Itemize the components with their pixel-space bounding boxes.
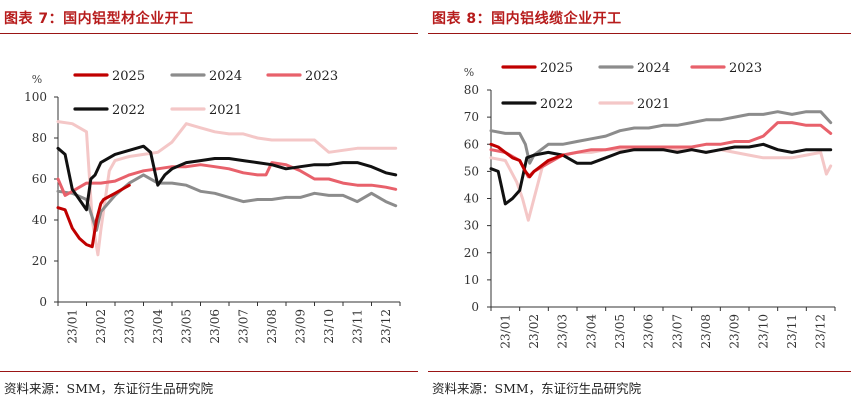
y-tick-label: 20 bbox=[32, 254, 47, 268]
legend-label-2022: 2022 bbox=[540, 97, 573, 112]
series-line-2025 bbox=[489, 142, 565, 179]
series-line-2023 bbox=[56, 161, 398, 197]
x-tick-label: 23/10 bbox=[322, 309, 336, 344]
series-line-2025 bbox=[56, 183, 131, 249]
y-tick-label: 60 bbox=[464, 137, 479, 151]
series-line-2021 bbox=[56, 120, 398, 257]
title-rule bbox=[0, 33, 418, 34]
x-tick-label: 23/06 bbox=[642, 314, 656, 349]
x-tick-label: 23/04 bbox=[584, 314, 598, 349]
y-tick-label: 40 bbox=[464, 192, 479, 206]
legend-label-2022: 2022 bbox=[112, 103, 145, 118]
legend-label-2021: 2021 bbox=[637, 97, 670, 112]
x-tick-label: 23/02 bbox=[94, 309, 108, 344]
x-tick-label: 23/06 bbox=[208, 309, 222, 344]
x-tick-label: 23/11 bbox=[785, 314, 799, 349]
source-rule bbox=[428, 371, 851, 372]
title-rule bbox=[428, 33, 851, 34]
series-line-2024 bbox=[489, 110, 833, 165]
y-tick-label: 0 bbox=[39, 295, 47, 309]
figure-title: 图表 7：国内铝型材企业开工 bbox=[4, 11, 194, 27]
source-note: 资料来源：SMM，东证衍生品研究院 bbox=[4, 381, 214, 396]
x-tick-label: 23/05 bbox=[613, 314, 627, 349]
x-tick-label: 23/07 bbox=[236, 309, 250, 344]
y-tick-label: 10 bbox=[464, 273, 479, 287]
series-line-2024 bbox=[56, 173, 398, 232]
series-line-2022 bbox=[489, 142, 833, 206]
x-tick-label: 23/01 bbox=[498, 314, 512, 349]
y-tick-label: 80 bbox=[32, 131, 47, 145]
x-tick-label: 23/01 bbox=[65, 309, 79, 344]
x-tick-label: 23/03 bbox=[556, 314, 570, 349]
legend-label-2024: 2024 bbox=[637, 61, 670, 76]
x-tick-label: 23/09 bbox=[293, 309, 307, 344]
series-line-2022 bbox=[56, 144, 398, 212]
x-tick-label: 23/11 bbox=[350, 309, 364, 344]
x-tick-label: 23/05 bbox=[179, 309, 193, 344]
legend-label-2023: 2023 bbox=[729, 61, 762, 76]
y-tick-label: 80 bbox=[464, 83, 479, 97]
legend-label-2021: 2021 bbox=[209, 103, 242, 118]
y-tick-label: 100 bbox=[24, 90, 47, 104]
legend-label-2025: 2025 bbox=[112, 69, 145, 84]
y-axis-unit: % bbox=[464, 66, 474, 79]
source-note: 资料来源：SMM，东证衍生品研究院 bbox=[432, 381, 642, 396]
source-rule bbox=[0, 371, 418, 372]
figure-aluminum-cable: 图表 8：国内铝线缆企业开工 % 0 10 20 30 40 50 60 70 80 23/01 23… bbox=[428, 0, 851, 405]
y-tick-label: 40 bbox=[32, 213, 47, 227]
legend-label-2023: 2023 bbox=[305, 69, 338, 84]
y-axis-unit: % bbox=[32, 73, 42, 86]
x-tick-label: 23/04 bbox=[151, 309, 165, 344]
legend-label-2025: 2025 bbox=[540, 61, 573, 76]
x-tick-label: 23/07 bbox=[670, 314, 684, 349]
y-tick-label: 50 bbox=[464, 164, 479, 178]
x-tick-label: 23/12 bbox=[379, 309, 393, 344]
series-line-2021 bbox=[489, 145, 833, 222]
y-tick-label: 70 bbox=[464, 110, 479, 124]
y-tick-label: 0 bbox=[471, 300, 479, 314]
aluminum-cable-line-chart: % 0 10 20 30 40 50 60 70 80 23/01 23/02 23/03 23/04 23… bbox=[464, 61, 836, 349]
y-tick-label: 30 bbox=[464, 219, 479, 233]
figure-title: 图表 8：国内铝线缆企业开工 bbox=[432, 11, 622, 27]
y-tick-label: 20 bbox=[464, 246, 479, 260]
x-tick-label: 23/09 bbox=[728, 314, 742, 349]
x-tick-label: 23/08 bbox=[699, 314, 713, 349]
figure-aluminum-profile: 图表 7：国内铝型材企业开工 % 0 20 40 60 80 100 23/01 23/02 23… bbox=[0, 0, 418, 405]
x-tick-label: 23/10 bbox=[756, 314, 770, 349]
x-tick-label: 23/03 bbox=[122, 309, 136, 344]
x-tick-label: 23/08 bbox=[265, 309, 279, 344]
x-tick-label: 23/12 bbox=[814, 314, 828, 349]
x-tick-label: 23/02 bbox=[527, 314, 541, 349]
aluminum-profile-line-chart: % 0 20 40 60 80 100 23/01 23/02 23/03 23/04 23/05 23… bbox=[24, 69, 401, 344]
legend-label-2024: 2024 bbox=[209, 69, 242, 84]
y-tick-label: 60 bbox=[32, 172, 47, 186]
